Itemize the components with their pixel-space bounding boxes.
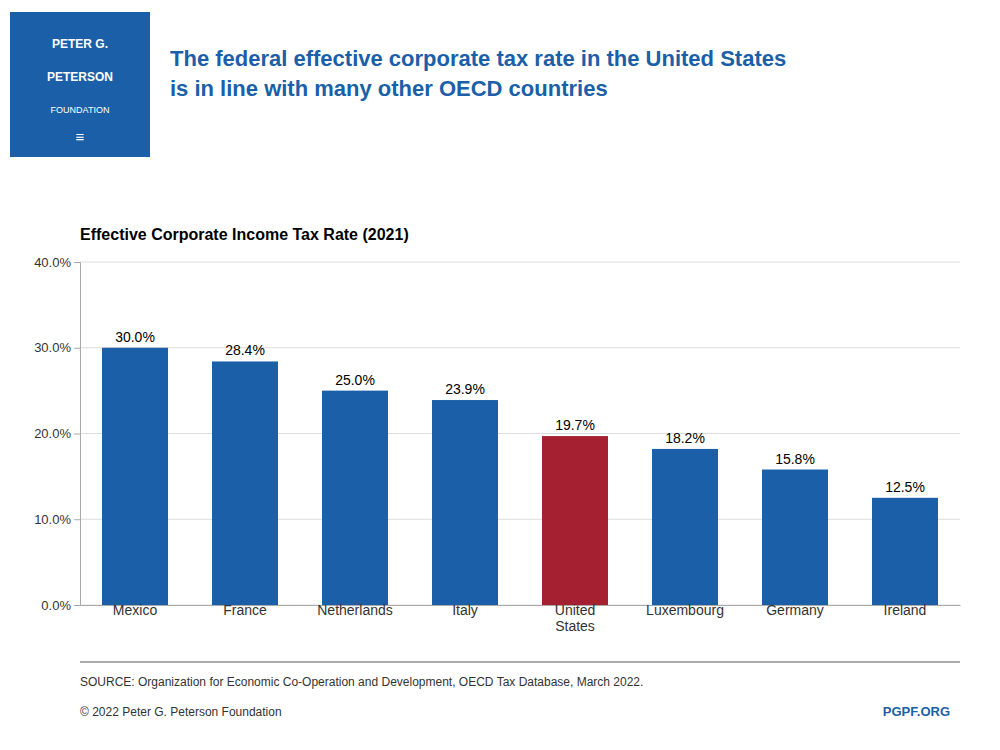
logo-text: FOUNDATION — [51, 105, 110, 115]
y-tick-mark — [74, 519, 80, 520]
x-tick: Netherlands — [317, 602, 393, 618]
y-tick-label: 0.0% — [41, 598, 71, 613]
bar — [542, 436, 608, 605]
y-tick-label: 20.0% — [34, 426, 71, 441]
text-line: United — [555, 602, 595, 618]
source-text: SOURCE: Organization for Economic Co-Ope… — [80, 675, 643, 689]
text-line: Luxembourg — [646, 602, 724, 618]
x-tick: Luxembourg — [646, 602, 724, 618]
y-tick: 20.0% — [34, 426, 80, 441]
text-line: Italy — [452, 602, 478, 618]
copyright-text: © 2022 Peter G. Peterson Foundation — [80, 705, 282, 719]
y-tick-mark — [74, 348, 80, 349]
plot: 30.0% 28.4% 25.0% 23.9% 19.7% 18.2% 15.8% 12.5%… — [34, 255, 960, 634]
x-tick-label: Ireland — [884, 602, 927, 618]
y-tick: 10.0% — [34, 512, 80, 527]
x-tick-label: France — [223, 602, 267, 618]
footer: SOURCE: Organization for Economic Co-Ope… — [80, 662, 960, 719]
y-axis: 0.0% 10.0% 20.0% 30.0% 40.0% — [34, 255, 80, 613]
text-line: is in line with many other OECD countrie… — [170, 76, 608, 101]
y-tick-label: 10.0% — [34, 512, 71, 527]
x-axis-line — [81, 605, 961, 606]
bar — [102, 348, 168, 605]
y-tick-mark — [74, 262, 80, 263]
y-tick-mark — [74, 605, 80, 606]
bar — [652, 449, 718, 605]
data-label: 18.2% — [665, 430, 705, 446]
data-label: 30.0% — [115, 329, 155, 345]
logo-box — [10, 12, 150, 157]
text-line: Ireland — [884, 602, 927, 618]
grid-line — [80, 262, 960, 263]
chart-subtitle: Effective Corporate Income Tax Rate (202… — [80, 226, 409, 243]
x-tick-label: Italy — [452, 602, 478, 618]
y-tick: 40.0% — [34, 255, 80, 270]
bar — [212, 361, 278, 605]
text-line: Germany — [766, 602, 824, 618]
text-line: States — [555, 618, 595, 634]
text-line: Mexico — [113, 602, 158, 618]
text-line: Netherlands — [317, 602, 393, 618]
text-line: France — [223, 602, 267, 618]
bar — [432, 400, 498, 605]
text-line: The federal effective corporate tax rate… — [170, 46, 786, 71]
x-tick: France — [223, 602, 267, 618]
logo-text: ≡ — [76, 128, 85, 145]
bar — [762, 470, 828, 605]
data-labels: 30.0% 28.4% 25.0% 23.9% 19.7% 18.2% 15.8% 12.5% — [115, 329, 925, 495]
x-tick: Italy — [452, 602, 478, 618]
separator — [80, 661, 960, 663]
chart-canvas: PETER G. PETERSON FOUNDATION ≡ The federal e… — [0, 0, 1000, 750]
y-axis-line — [74, 263, 81, 606]
x-tick: Ireland — [884, 602, 927, 618]
grid — [80, 262, 960, 605]
x-tick-label: Netherlands — [317, 602, 393, 618]
x-tick-label: Luxembourg — [646, 602, 724, 618]
x-tick: Mexico — [113, 602, 158, 618]
y-tick-label: 30.0% — [34, 340, 71, 355]
x-tick-label: UnitedStates — [555, 602, 595, 634]
bar — [322, 391, 388, 605]
chart-title: The federal effective corporate tax rate… — [170, 46, 786, 101]
data-label: 25.0% — [335, 372, 375, 388]
site-text: PGPF.ORG — [883, 704, 950, 719]
data-label: 15.8% — [775, 451, 815, 467]
x-tick: Germany — [766, 602, 824, 618]
data-label: 12.5% — [885, 479, 925, 495]
x-tick: UnitedStates — [555, 602, 595, 634]
y-tick: 0.0% — [41, 598, 80, 613]
data-label: 23.9% — [445, 381, 485, 397]
data-label: 28.4% — [225, 342, 265, 358]
y-tick-label: 40.0% — [34, 255, 71, 270]
marks — [102, 348, 938, 605]
data-label: 19.7% — [555, 417, 595, 433]
header: PETER G. PETERSON FOUNDATION ≡ The federal e… — [10, 12, 786, 157]
logo-text: PETERSON — [47, 70, 113, 84]
x-tick-label: Mexico — [113, 602, 158, 618]
x-tick-label: Germany — [766, 602, 824, 618]
bar — [872, 498, 938, 605]
x-axis: Mexico France Netherlands Italy UnitedStates… — [81, 602, 961, 634]
y-tick: 30.0% — [34, 340, 80, 355]
logo-text: PETER G. — [52, 37, 108, 51]
y-tick-mark — [74, 434, 80, 435]
grid-line — [80, 347, 960, 348]
